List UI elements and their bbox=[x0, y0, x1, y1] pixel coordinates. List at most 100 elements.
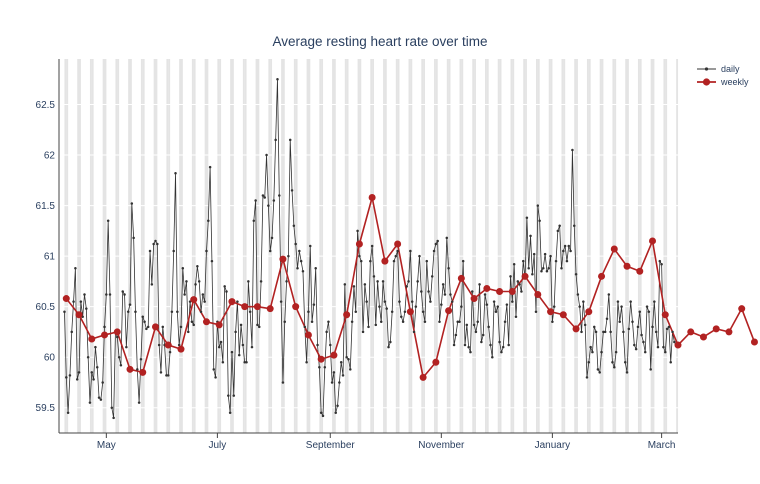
data-point-daily bbox=[376, 280, 379, 283]
weekend-band bbox=[321, 59, 324, 433]
data-point-daily bbox=[494, 310, 498, 313]
data-point-daily bbox=[290, 189, 294, 192]
data-point-daily bbox=[359, 259, 363, 263]
data-point-daily bbox=[542, 266, 545, 270]
data-point-daily bbox=[394, 254, 398, 258]
weekend-band bbox=[383, 59, 385, 433]
weekend-band bbox=[586, 59, 589, 433]
weekend-band bbox=[89, 59, 92, 433]
weekend-band bbox=[446, 59, 449, 433]
data-point-daily bbox=[263, 196, 266, 199]
data-point-daily bbox=[503, 320, 507, 324]
weekend-band bbox=[281, 59, 283, 433]
legend-daily-label[interactable]: daily bbox=[721, 64, 740, 74]
data-point-daily bbox=[485, 303, 489, 306]
data-point-daily bbox=[483, 293, 487, 296]
data-point-daily bbox=[627, 327, 631, 331]
data-point-daily bbox=[625, 371, 629, 374]
data-point-daily bbox=[673, 340, 676, 344]
data-point-daily bbox=[97, 396, 101, 399]
data-point-daily bbox=[354, 310, 358, 313]
data-point-daily bbox=[460, 305, 463, 308]
data-point-daily bbox=[141, 315, 144, 319]
data-point-daily bbox=[656, 345, 660, 349]
data-point-daily bbox=[412, 330, 416, 334]
data-point-daily bbox=[392, 259, 396, 263]
data-point-daily bbox=[325, 330, 328, 334]
data-point-daily bbox=[197, 280, 201, 283]
data-point-daily bbox=[471, 290, 474, 293]
data-point-daily bbox=[74, 266, 77, 270]
data-point-daily bbox=[536, 204, 540, 207]
x-tick-label: September bbox=[306, 440, 356, 451]
data-point-daily bbox=[125, 345, 128, 349]
weekend-band bbox=[319, 59, 322, 433]
data-point-daily bbox=[85, 307, 88, 310]
data-point-daily bbox=[540, 270, 543, 273]
data-point-daily bbox=[92, 378, 95, 381]
data-point-weekly bbox=[649, 237, 657, 245]
data-point-daily bbox=[237, 353, 241, 357]
data-point-daily bbox=[65, 376, 68, 379]
data-point-daily bbox=[374, 323, 378, 327]
data-point-daily bbox=[421, 310, 425, 313]
data-point-daily bbox=[436, 239, 439, 243]
data-point-daily bbox=[556, 229, 560, 233]
data-point-weekly bbox=[202, 318, 210, 326]
weekend-band bbox=[102, 59, 105, 433]
data-point-daily bbox=[288, 138, 292, 142]
data-point-daily bbox=[476, 320, 479, 324]
weekend-band bbox=[295, 59, 298, 433]
data-point-daily bbox=[105, 293, 108, 296]
data-point-weekly bbox=[228, 298, 236, 306]
data-point-daily bbox=[121, 290, 124, 293]
data-point-weekly bbox=[572, 325, 580, 333]
data-point-daily bbox=[434, 242, 438, 246]
legend-weekly-label[interactable]: weekly bbox=[720, 77, 749, 87]
weekend-band bbox=[64, 59, 67, 433]
data-point-daily bbox=[516, 280, 520, 283]
weekend-band bbox=[384, 59, 387, 433]
data-point-daily bbox=[66, 411, 70, 415]
data-point-daily bbox=[90, 371, 94, 374]
data-point-daily bbox=[321, 414, 325, 418]
data-point-daily bbox=[228, 411, 232, 415]
data-point-daily bbox=[403, 310, 407, 313]
data-point-daily bbox=[401, 320, 405, 324]
data-point-daily bbox=[481, 333, 485, 337]
data-point-weekly bbox=[508, 287, 516, 295]
data-point-daily bbox=[529, 234, 532, 238]
data-point-daily bbox=[225, 290, 228, 293]
data-point-daily bbox=[363, 283, 367, 286]
data-point-daily bbox=[552, 305, 556, 308]
data-point-daily bbox=[110, 406, 114, 409]
data-point-daily bbox=[554, 259, 558, 263]
data-point-daily bbox=[279, 300, 283, 303]
data-point-daily bbox=[150, 283, 154, 286]
weekend-band bbox=[217, 59, 220, 433]
data-point-daily bbox=[323, 366, 327, 369]
data-point-weekly bbox=[636, 267, 644, 275]
data-point-daily bbox=[199, 310, 203, 313]
data-point-daily bbox=[119, 364, 123, 367]
data-point-daily bbox=[520, 290, 523, 293]
weekend-band bbox=[293, 59, 296, 433]
data-point-weekly bbox=[750, 338, 758, 346]
weekend-band bbox=[346, 59, 349, 433]
data-point-daily bbox=[385, 307, 388, 310]
data-point-daily bbox=[185, 280, 188, 283]
data-point-daily bbox=[633, 343, 636, 347]
data-point-weekly bbox=[521, 272, 529, 280]
y-tick-label: 62.5 bbox=[36, 100, 56, 111]
data-point-daily bbox=[99, 398, 103, 401]
legend[interactable]: daily weekly bbox=[697, 64, 749, 87]
data-point-daily bbox=[276, 77, 279, 81]
x-tick-label: January bbox=[535, 440, 571, 451]
data-point-daily bbox=[130, 202, 134, 205]
data-point-weekly bbox=[457, 274, 465, 282]
x-tick-labels: May July September November January March bbox=[97, 433, 676, 451]
data-point-daily bbox=[172, 249, 175, 253]
data-point-daily bbox=[545, 270, 549, 273]
data-point-daily bbox=[642, 340, 645, 344]
data-point-daily bbox=[68, 374, 72, 377]
